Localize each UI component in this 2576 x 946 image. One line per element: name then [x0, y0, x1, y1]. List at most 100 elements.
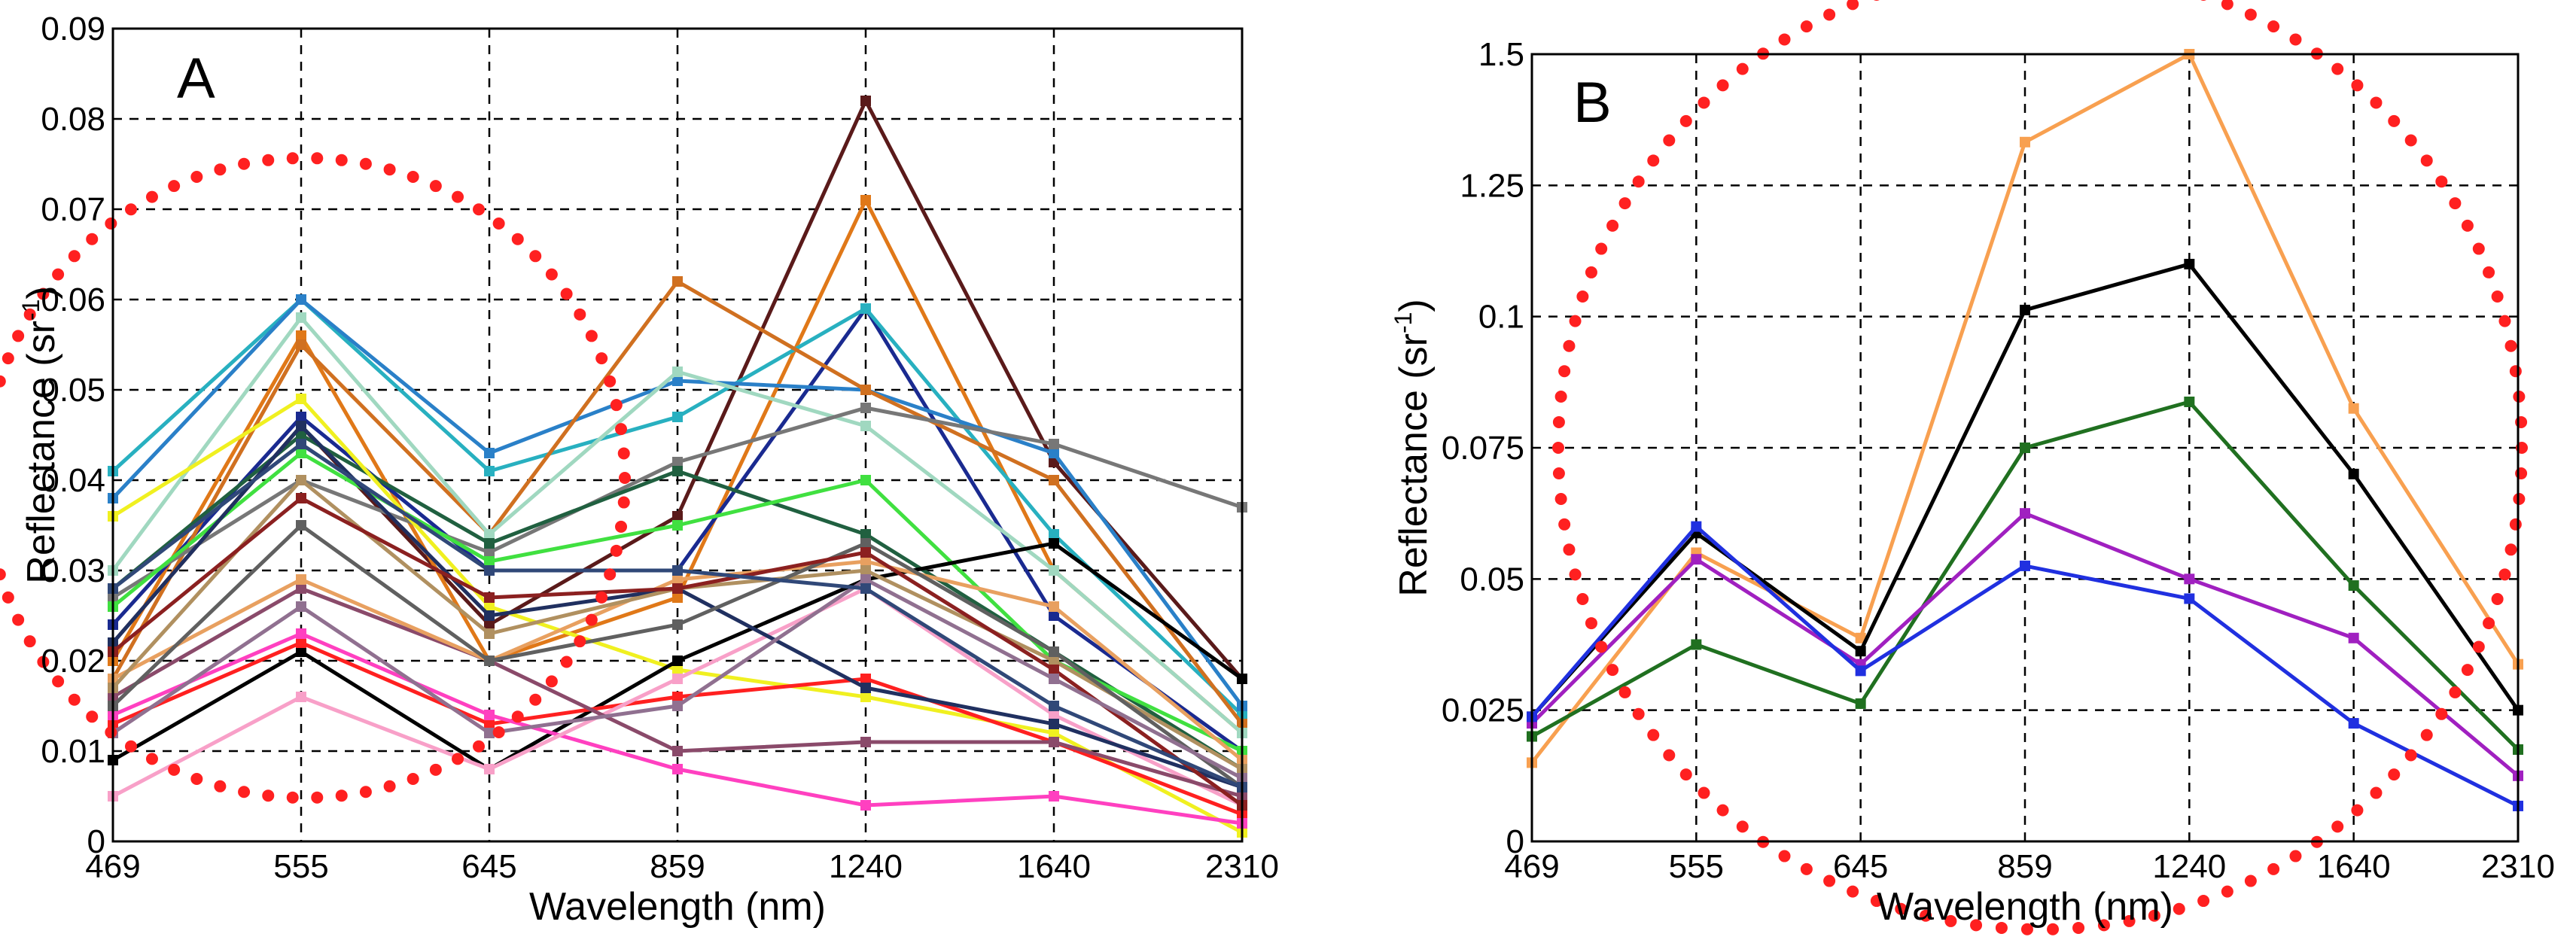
b-circle-dot-28 [2072, 921, 2085, 934]
a-circle-dot-62 [311, 152, 324, 165]
a-series-17-point-555 [296, 574, 306, 585]
a-circle-dot-47 [12, 330, 25, 342]
a-series-11-point-859 [672, 665, 683, 675]
panel-a-annotation-circle [0, 152, 631, 804]
a-series-7-point-645 [484, 529, 495, 540]
a-series-9-point-859 [672, 466, 683, 476]
b-circle-dot-64 [1569, 315, 1582, 327]
b-circle-dot-11 [2435, 707, 2448, 720]
a-series-22-point-555 [296, 601, 306, 612]
b-circle-dot-39 [1800, 862, 1813, 875]
b-x-tick-1240: 1240 [2152, 848, 2226, 885]
b-circle-dot-72 [1663, 134, 1676, 147]
a-circle-dot-46 [2, 352, 14, 365]
panel-a-x-tick-labels: 469 555 645 859 1240 1640 2310 [85, 848, 1279, 885]
a-circle-dot-27 [145, 753, 158, 765]
a-series-22-point-1640 [1049, 674, 1059, 684]
a-series-13-point-555 [296, 637, 306, 648]
a-series-13-point-645 [484, 719, 495, 729]
b-circle-dot-79 [1800, 20, 1813, 33]
b-circle-dot-101 [2331, 62, 2344, 75]
a-series-6-point-555 [296, 339, 306, 350]
a-series-9-point-555 [296, 430, 306, 440]
a-circle-dot-68 [452, 190, 464, 203]
b-circle-dot-54 [1569, 568, 1582, 581]
a-series-4-point-1640 [1049, 529, 1059, 540]
b-y-tick-3: 0.075 [1442, 430, 1524, 467]
a-series-2-point-1240 [860, 195, 871, 205]
a-circle-dot-30 [86, 710, 99, 723]
a-series-22-point-645 [484, 728, 495, 738]
a-circle-dot-64 [359, 157, 372, 170]
panel-a-y-axis-label-close: ) [20, 286, 63, 299]
a-circle-dot-8 [560, 656, 573, 668]
b-circle-dot-15 [2370, 786, 2383, 799]
a-series-14-point-645 [484, 710, 495, 720]
b-circle-dot-52 [1585, 617, 1597, 630]
a-series-23-point-859 [672, 565, 683, 576]
b-circle-dot-69 [1618, 197, 1631, 210]
b-circle-dot-74 [1698, 96, 1710, 109]
b-circle-dot-6 [2491, 593, 2504, 606]
a-series-10-point-1240 [860, 475, 871, 485]
a-series-7-point-1640 [1049, 565, 1059, 576]
b-series-3-point-555 [1691, 639, 1702, 650]
a-circle-dot-14 [452, 753, 464, 765]
a-series-7-point-1240 [860, 421, 871, 431]
a-circle-dot-13 [473, 740, 486, 753]
b-circle-dot-103 [2370, 96, 2383, 109]
a-series-14-point-1640 [1049, 791, 1059, 802]
a-series-9-point-1240 [860, 529, 871, 540]
b-series-1-point-645 [1855, 632, 1866, 643]
b-circle-dot-82 [1874, 0, 1880, 1]
a-x-tick-645: 645 [461, 848, 516, 885]
a-series-21-point-1640 [1049, 665, 1059, 675]
b-circle-dot-70 [1632, 175, 1645, 188]
a-series-8-point-1640 [1049, 439, 1059, 449]
a-series-20-point-859 [672, 619, 683, 630]
b-x-tick-555: 555 [1669, 848, 1724, 885]
b-series-2-point-1640 [2348, 468, 2359, 479]
a-x-tick-469: 469 [85, 848, 140, 885]
a-circle-dot-65 [383, 163, 396, 176]
b-circle-dot-47 [1647, 729, 1660, 741]
b-circle-dot-73 [1679, 114, 1692, 127]
b-circle-dot-7 [2483, 617, 2495, 630]
b-x-tick-859: 859 [1997, 848, 2052, 885]
a-series-1-point-645 [484, 619, 495, 630]
a-series-11-point-555 [296, 394, 306, 404]
a-series-16-point-1640 [1049, 737, 1059, 747]
a-circle-dot-53 [105, 217, 117, 230]
a-series-12-point-555 [296, 646, 306, 657]
a-series-3-point-555 [296, 412, 306, 422]
b-y-tick-0: 0 [1506, 823, 1524, 860]
a-series-2-point-859 [672, 592, 683, 603]
a-circle-dot-63 [335, 154, 348, 166]
a-series-23-point-1240 [860, 583, 871, 594]
a-circle-dot-17 [383, 780, 396, 792]
b-circle-dot-105 [2404, 134, 2417, 147]
b-series-1-point-859 [2020, 136, 2030, 148]
a-series-19-point-1240 [860, 565, 871, 576]
a-series-22-point-1240 [860, 574, 871, 585]
a-series-13-point-1240 [860, 674, 871, 684]
a-circle-dot-67 [429, 180, 442, 193]
a-x-tick-1240: 1240 [829, 848, 903, 885]
b-series-5-point-859 [2020, 560, 2030, 571]
b-circle-dot-37 [1847, 885, 1859, 898]
b-circle-dot-21 [2244, 875, 2257, 887]
a-circle-dot-22 [262, 789, 275, 802]
b-circle-dot-17 [2331, 820, 2344, 833]
b-circle-dot-96 [2221, 0, 2233, 11]
b-circle-dot-45 [1679, 768, 1692, 781]
b-circle-dot-38 [1823, 875, 1836, 887]
a-circle-dot-52 [86, 233, 99, 245]
b-circle-dot-46 [1663, 749, 1676, 762]
a-series-5-point-859 [672, 376, 683, 386]
a-series-1-point-1240 [860, 96, 871, 106]
b-x-tick-469: 469 [1504, 848, 1559, 885]
a-circle-dot-2 [615, 520, 628, 533]
a-series-14-point-555 [296, 628, 306, 639]
a-circle-dot-74 [560, 287, 573, 300]
a-series-23-point-555 [296, 439, 306, 449]
